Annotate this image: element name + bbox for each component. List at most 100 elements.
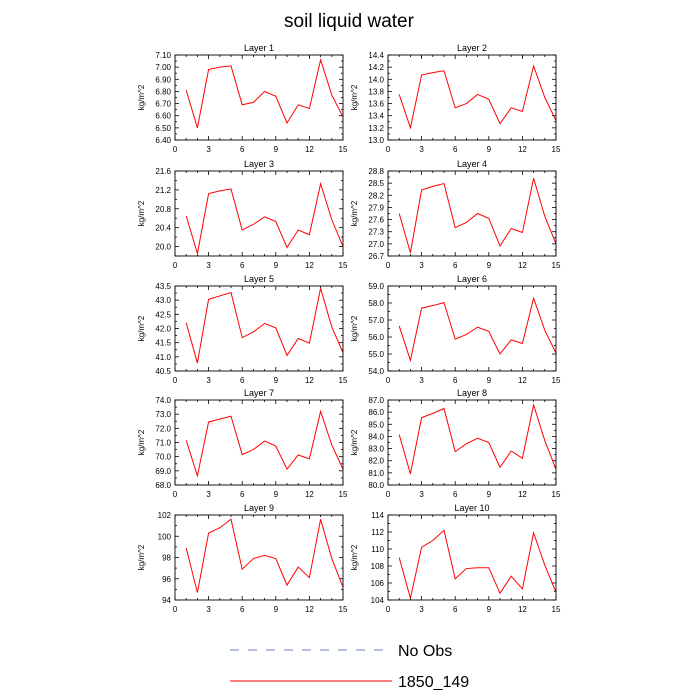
y-tick-label: 26.7 bbox=[368, 252, 384, 261]
panel-title: Layer 6 bbox=[457, 274, 487, 284]
x-tick-label: 6 bbox=[240, 605, 245, 614]
x-tick-label: 12 bbox=[305, 261, 314, 270]
plot-frame bbox=[174, 399, 344, 486]
x-tick-label: 3 bbox=[419, 145, 424, 154]
panel-layer-5: Layer 5 kg/m^2 0 3 6 9 12 15 40.5 41.0 41.5 42.0 42.… bbox=[137, 274, 348, 385]
panel-title: Layer 8 bbox=[457, 388, 487, 398]
series-line-1850_149 bbox=[185, 57, 344, 129]
y-tick-label: 73.0 bbox=[155, 410, 171, 419]
x-tick-label: 12 bbox=[305, 376, 314, 385]
y-tick-label: 27.3 bbox=[368, 228, 384, 237]
x-tick-label: 3 bbox=[419, 261, 424, 270]
y-tick-label: 43.0 bbox=[155, 296, 171, 305]
y-axis-label: kg/m^2 bbox=[350, 544, 359, 570]
y-tick-label: 27.6 bbox=[368, 216, 384, 225]
x-tick-label: 6 bbox=[240, 261, 245, 270]
y-tick-label: 41.5 bbox=[155, 339, 171, 348]
panel-layer-10: Layer 10 kg/m^2 0 3 6 9 12 15 104 106 108 110 112 114 bbox=[350, 503, 561, 614]
series-line-1850_149 bbox=[398, 178, 557, 253]
y-tick-label: 6.90 bbox=[155, 75, 171, 84]
y-tick-label: 20.4 bbox=[155, 224, 171, 233]
y-tick-label: 87.0 bbox=[368, 396, 384, 405]
y-tick-label: 14.4 bbox=[368, 51, 384, 60]
panel-title: Layer 9 bbox=[244, 503, 274, 513]
y-tick-label: 54.0 bbox=[368, 367, 384, 376]
y-axis-label: kg/m^2 bbox=[137, 84, 146, 110]
y-tick-label: 42.5 bbox=[155, 310, 171, 319]
x-tick-label: 15 bbox=[552, 261, 561, 270]
series-line-1850_149 bbox=[398, 296, 557, 363]
x-tick-label: 6 bbox=[453, 605, 458, 614]
panel-title: Layer 7 bbox=[244, 388, 274, 398]
y-tick-label: 110 bbox=[371, 545, 384, 554]
y-tick-label: 7.10 bbox=[155, 51, 171, 60]
y-tick-label: 20.8 bbox=[155, 205, 171, 214]
y-tick-label: 28.8 bbox=[368, 167, 384, 176]
y-tick-label: 6.50 bbox=[155, 124, 171, 133]
y-tick-label: 21.6 bbox=[155, 167, 171, 176]
x-tick-label: 0 bbox=[173, 145, 178, 154]
y-tick-label: 114 bbox=[371, 511, 384, 520]
y-tick-label: 71.0 bbox=[155, 439, 171, 448]
legend: No Obs 1850_149 bbox=[230, 643, 469, 691]
panel-title: Layer 5 bbox=[244, 274, 274, 284]
y-tick-label: 20.0 bbox=[155, 243, 171, 252]
y-tick-label: 112 bbox=[371, 528, 384, 537]
x-tick-label: 0 bbox=[173, 261, 178, 270]
y-tick-label: 13.2 bbox=[368, 124, 384, 133]
x-tick-label: 6 bbox=[240, 145, 245, 154]
x-tick-label: 15 bbox=[339, 605, 348, 614]
x-tick-label: 6 bbox=[453, 261, 458, 270]
panel-layer-7: Layer 7 kg/m^2 0 3 6 9 12 15 68.0 69.0 70.0 71.0 72.… bbox=[137, 388, 348, 499]
y-tick-label: 68.0 bbox=[155, 481, 171, 490]
x-tick-label: 0 bbox=[386, 145, 391, 154]
figure-title: soil liquid water bbox=[284, 11, 415, 32]
x-tick-label: 12 bbox=[518, 376, 527, 385]
y-axis-label: kg/m^2 bbox=[350, 429, 359, 455]
legend-label: No Obs bbox=[398, 643, 452, 660]
panel-title: Layer 2 bbox=[457, 43, 487, 53]
y-tick-label: 81.0 bbox=[368, 469, 384, 478]
x-tick-label: 0 bbox=[386, 605, 391, 614]
plot-frame bbox=[174, 170, 344, 257]
y-tick-label: 100 bbox=[158, 532, 172, 541]
series-line-1850_149 bbox=[398, 402, 557, 474]
x-tick-label: 0 bbox=[386, 376, 391, 385]
y-tick-label: 59.0 bbox=[368, 282, 384, 291]
series-line-1850_149 bbox=[398, 64, 557, 130]
y-axis-label: kg/m^2 bbox=[137, 315, 146, 341]
panel-layer-6: Layer 6 kg/m^2 0 3 6 9 12 15 54.0 55.0 56.0 57.0 58.… bbox=[350, 274, 561, 385]
x-tick-label: 3 bbox=[419, 605, 424, 614]
x-tick-label: 12 bbox=[518, 605, 527, 614]
y-tick-label: 13.0 bbox=[368, 136, 384, 145]
y-tick-label: 21.2 bbox=[155, 186, 171, 195]
y-tick-label: 98 bbox=[162, 554, 171, 563]
series-line-1850_149 bbox=[185, 409, 344, 478]
x-tick-label: 12 bbox=[305, 490, 314, 499]
plot-frame bbox=[387, 399, 557, 486]
legend-label: 1850_149 bbox=[398, 674, 469, 691]
panel-layer-9: Layer 9 kg/m^2 0 3 6 9 12 15 94 96 98 100 102 bbox=[137, 503, 348, 614]
x-tick-label: 0 bbox=[173, 490, 178, 499]
plot-frame bbox=[174, 285, 344, 372]
x-tick-label: 15 bbox=[552, 145, 561, 154]
plot-frame bbox=[174, 54, 344, 141]
x-tick-label: 12 bbox=[305, 605, 314, 614]
panel-layer-8: Layer 8 kg/m^2 0 3 6 9 12 15 80.0 81.0 82.0 83.0 84.… bbox=[350, 388, 561, 499]
x-tick-label: 15 bbox=[339, 376, 348, 385]
x-tick-label: 9 bbox=[487, 490, 492, 499]
y-axis-label: kg/m^2 bbox=[137, 429, 146, 455]
x-tick-label: 12 bbox=[518, 261, 527, 270]
y-tick-label: 6.70 bbox=[155, 100, 171, 109]
y-tick-label: 43.5 bbox=[155, 282, 171, 291]
x-tick-label: 0 bbox=[173, 605, 178, 614]
y-axis-label: kg/m^2 bbox=[350, 84, 359, 110]
x-tick-label: 15 bbox=[339, 490, 348, 499]
x-tick-label: 9 bbox=[274, 605, 279, 614]
y-tick-label: 27.0 bbox=[368, 240, 384, 249]
y-tick-label: 108 bbox=[371, 562, 385, 571]
y-tick-label: 83.0 bbox=[368, 445, 384, 454]
panel-layer-3: Layer 3 kg/m^2 0 3 6 9 12 15 20.0 20.4 20.8 21.2 21.… bbox=[137, 159, 348, 270]
y-tick-label: 7.00 bbox=[155, 63, 171, 72]
panel-layer-1: Layer 1 kg/m^2 0 3 6 9 12 15 6.40 6.50 6.60 6.70 6.8… bbox=[137, 43, 348, 154]
